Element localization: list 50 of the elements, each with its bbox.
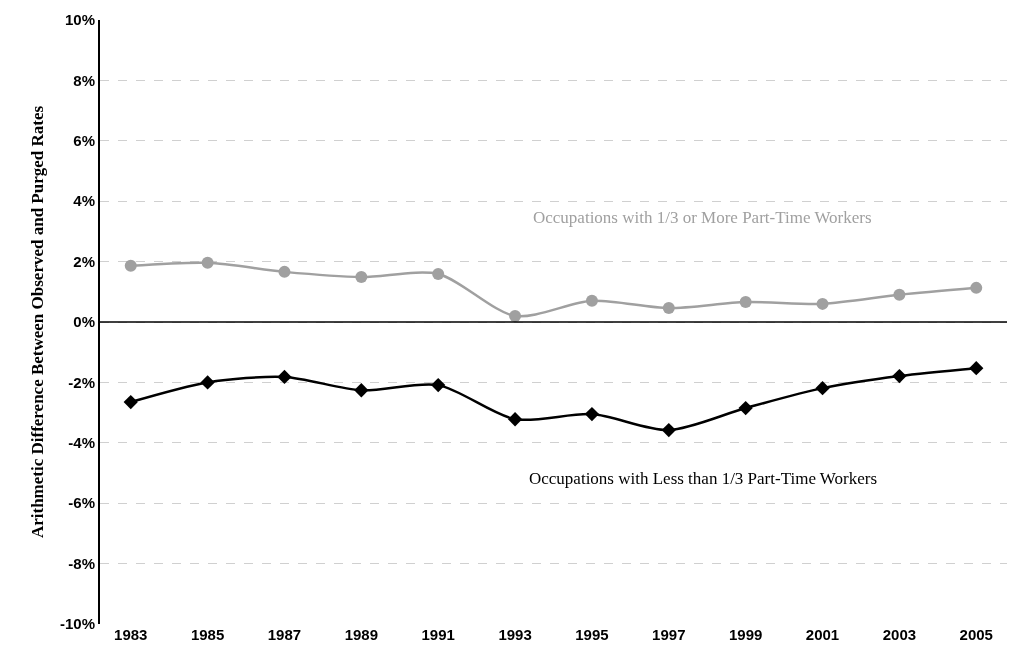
y-tick-label: 8% <box>73 71 95 89</box>
y-tick-label: -4% <box>68 434 95 452</box>
x-tick-label: 2003 <box>882 626 917 643</box>
point <box>662 302 675 315</box>
point <box>739 296 752 309</box>
x-tick-label: 1989 <box>344 626 379 643</box>
point <box>124 259 137 272</box>
y-tick-label: 0% <box>73 313 95 331</box>
point <box>123 394 138 410</box>
point <box>816 297 829 310</box>
y-tick-label: -8% <box>68 554 95 572</box>
x-tick-label: 1993 <box>498 626 532 643</box>
x-tick-label: 1987 <box>267 626 302 643</box>
point <box>431 377 446 393</box>
x-tick-label: 2001 <box>805 626 840 643</box>
x-tick-label: 1999 <box>728 626 763 643</box>
point <box>892 368 907 384</box>
point <box>507 412 523 427</box>
point <box>200 375 215 390</box>
point <box>432 267 445 280</box>
point <box>970 281 983 294</box>
y-tick-label: 6% <box>73 132 95 150</box>
y-tick-label: -2% <box>68 373 95 391</box>
point <box>201 256 214 269</box>
x-tick-label: 1991 <box>421 626 455 643</box>
x-tick-label: 1985 <box>190 626 225 643</box>
point <box>738 400 753 416</box>
point <box>969 361 984 376</box>
y-tick-label: -6% <box>68 494 95 512</box>
point <box>355 271 368 283</box>
x-tick-label: 1995 <box>575 626 609 643</box>
point <box>509 309 522 322</box>
point <box>815 380 830 396</box>
text: Occupations with Less than 1/3 Part-Time Workers <box>529 469 878 488</box>
y-tick-label: -10% <box>59 615 95 633</box>
point <box>277 369 292 385</box>
point <box>893 288 906 301</box>
y-tick-label: 10% <box>64 11 95 29</box>
text: Occupations with 1/3 or More Part-Time Workers <box>533 208 872 227</box>
point <box>354 383 369 398</box>
x-tick-label: 2005 <box>959 626 993 643</box>
x-tick-label: 1983 <box>114 626 148 643</box>
y-tick-label: 2% <box>73 252 95 270</box>
point <box>584 406 600 422</box>
x-tick-label: 1997 <box>652 626 686 643</box>
point <box>278 265 291 278</box>
point <box>585 294 598 307</box>
y-axis-title: Arithmetic Difference Between Observed and Purged Rates <box>28 105 48 539</box>
point <box>661 422 676 438</box>
y-tick-label: 4% <box>73 192 95 210</box>
